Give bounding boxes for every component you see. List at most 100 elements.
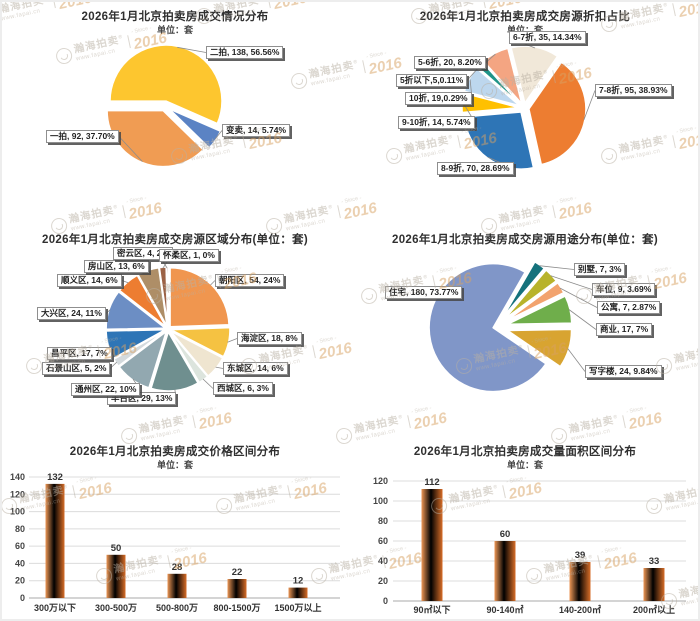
pie-label: 10折, 19,0.29% [405, 92, 472, 105]
chart-title: 2026年1月北京拍卖房成交量面积区间分布 [413, 446, 637, 458]
y-tick-label: 60 [15, 541, 25, 551]
bar [494, 541, 516, 601]
chart-title: 2026年1月北京拍卖房成交房源用途分布(单位：套) [392, 234, 658, 246]
chart-unit: 单位：套 [156, 25, 193, 35]
pie-label: 一拍, 92, 37.70% [46, 130, 119, 143]
y-tick-label: 40 [15, 558, 25, 568]
pie-label: 住宅, 180, 73.77% [385, 286, 463, 299]
bar [569, 562, 591, 601]
pie-slice [168, 108, 222, 149]
x-tick-label: 200㎡以上 [633, 604, 675, 615]
pie-slice [502, 261, 546, 318]
leader-line [215, 366, 224, 369]
chart-cell-price-range: 2026年1月北京拍卖房成交价格区间分布 单位：套 0 20 40 60 80 100 12… [0, 414, 350, 621]
pie-svg [461, 37, 596, 170]
pie-label: 写字楼, 24, 9.84% [585, 365, 662, 378]
pie-label: 石景山区, 5, 2% [42, 362, 111, 375]
bar-value-label: 22 [232, 567, 243, 578]
pie-slice [169, 330, 224, 377]
x-tick-label: 1500万以上 [274, 602, 321, 613]
leader-line [568, 309, 597, 330]
bar-value-label: 112 [424, 477, 439, 488]
y-tick-label: 0 [20, 593, 25, 603]
y-tick-label: 80 [378, 516, 388, 526]
pie-label: 5折以下,5,0.11% [396, 74, 468, 87]
leader-line [214, 130, 223, 140]
bar-svg: 0 20 40 60 80 100 120 112 90㎡以下 60 90-140㎡ 39 140-20… [373, 476, 686, 615]
pie-label: 顺义区, 14, 6% [57, 274, 122, 287]
leader-line [177, 46, 207, 53]
pie-label: 西城区, 6, 3% [213, 382, 273, 395]
pie-slice [506, 328, 573, 368]
chart-cell-discount: 2026年1月北京拍卖房成交房源折扣占比 单位：套 6-7折, 35, 14.3… [350, 0, 700, 207]
pie-slice [506, 295, 573, 325]
pie-label: 8-9折, 70, 28.69% [437, 162, 514, 175]
pie-label: 9-10折, 14, 5.74% [398, 116, 475, 129]
bar [167, 573, 187, 598]
x-tick-label: 800-1500万 [213, 603, 260, 613]
chart-unit: 单位：套 [506, 460, 543, 470]
leader-line [539, 265, 575, 270]
y-tick-label: 100 [373, 496, 388, 506]
y-tick-label: 60 [378, 536, 388, 546]
pie-slice [105, 291, 166, 331]
x-tick-label: 140-200㎡ [559, 604, 601, 615]
y-tick-label: 20 [378, 576, 388, 586]
chart-title: 2026年1月北京拍卖房成交房源区域分布(单位：套) [42, 234, 308, 246]
y-tick-label: 0 [383, 596, 388, 606]
leader-line [109, 361, 118, 369]
pie-slice [505, 282, 565, 322]
pie-svg [105, 253, 238, 399]
chart-title: 2026年1月北京拍卖房成交价格区间分布 [69, 446, 281, 458]
pie-slice [106, 109, 204, 168]
pie-slice [109, 44, 223, 125]
y-tick-label: 40 [378, 556, 388, 566]
pie-label: 大兴区, 24, 11% [37, 307, 106, 320]
leader-line [559, 287, 598, 308]
bar [106, 554, 126, 598]
chart-title: 2026年1月北京拍卖房成交情况分布 [81, 11, 269, 23]
pie-chart-usage: 别墅, 7, 3% 车位, 9, 3.69% 公寓, 7, 2.87% 商业, 17,… [350, 207, 700, 414]
pie-slice [528, 61, 587, 166]
pie-chart-district: 朝阳区, 54, 24% 海淀区, 18, 8% 东城区, 14, 6% 西城区, 6… [0, 207, 350, 414]
bar [45, 483, 65, 598]
pie-slice [105, 329, 166, 360]
bar-value-label: 50 [111, 543, 122, 554]
bar [643, 568, 665, 601]
pie-label: 昌平区, 17, 7% [47, 347, 112, 360]
leader-line [567, 348, 586, 372]
bar-value-label: 132 [47, 472, 63, 483]
y-tick-label: 100 [10, 507, 25, 517]
pie-label: 5-6折, 20, 8.20% [414, 56, 486, 69]
pie-label: 朝阳区, 54, 24% [215, 274, 285, 287]
y-tick-label: 20 [15, 576, 25, 586]
leader-line [550, 275, 593, 290]
leader-line [105, 309, 111, 314]
pie-label: 公寓, 7, 2.87% [597, 301, 661, 314]
pie-label: 车位, 9, 3.69% [592, 283, 656, 296]
y-tick-label: 80 [15, 524, 25, 534]
bar [288, 587, 308, 598]
pie-label: 怀柔区, 1, 0% [159, 249, 219, 262]
pie-label: 别墅, 7, 3% [574, 263, 626, 276]
chart-cell-usage: 2026年1月北京拍卖房成交房源用途分布(单位：套) 别墅, 7, 3% 车位, … [350, 207, 700, 414]
pie-label: 密云区, 4, 2% [113, 247, 173, 260]
pie-label: 通州区, 22, 10% [71, 383, 141, 396]
x-tick-label: 90㎡以下 [413, 604, 450, 615]
leader-line [210, 280, 216, 286]
pie-svg [106, 44, 223, 168]
y-tick-label: 120 [373, 476, 388, 486]
pie-slice [118, 274, 167, 328]
pie-label: 二拍, 138, 56.56% [206, 46, 284, 59]
y-tick-label: 120 [10, 489, 25, 499]
bar-value-label: 39 [575, 550, 586, 561]
bar [227, 579, 247, 598]
pie-svg [428, 261, 598, 393]
bar-value-label: 33 [649, 556, 660, 567]
pie-label: 东城区, 14, 6% [223, 362, 288, 375]
chart-cell-district: 2026年1月北京拍卖房成交房源区域分布(单位：套) 朝阳区, 54, 24% 海… [0, 207, 350, 414]
pie-slice [170, 326, 231, 358]
chart-cell-deal-status: 2026年1月北京拍卖房成交情况分布 单位：套 二拍, 138, 56.56% 变… [0, 0, 350, 207]
